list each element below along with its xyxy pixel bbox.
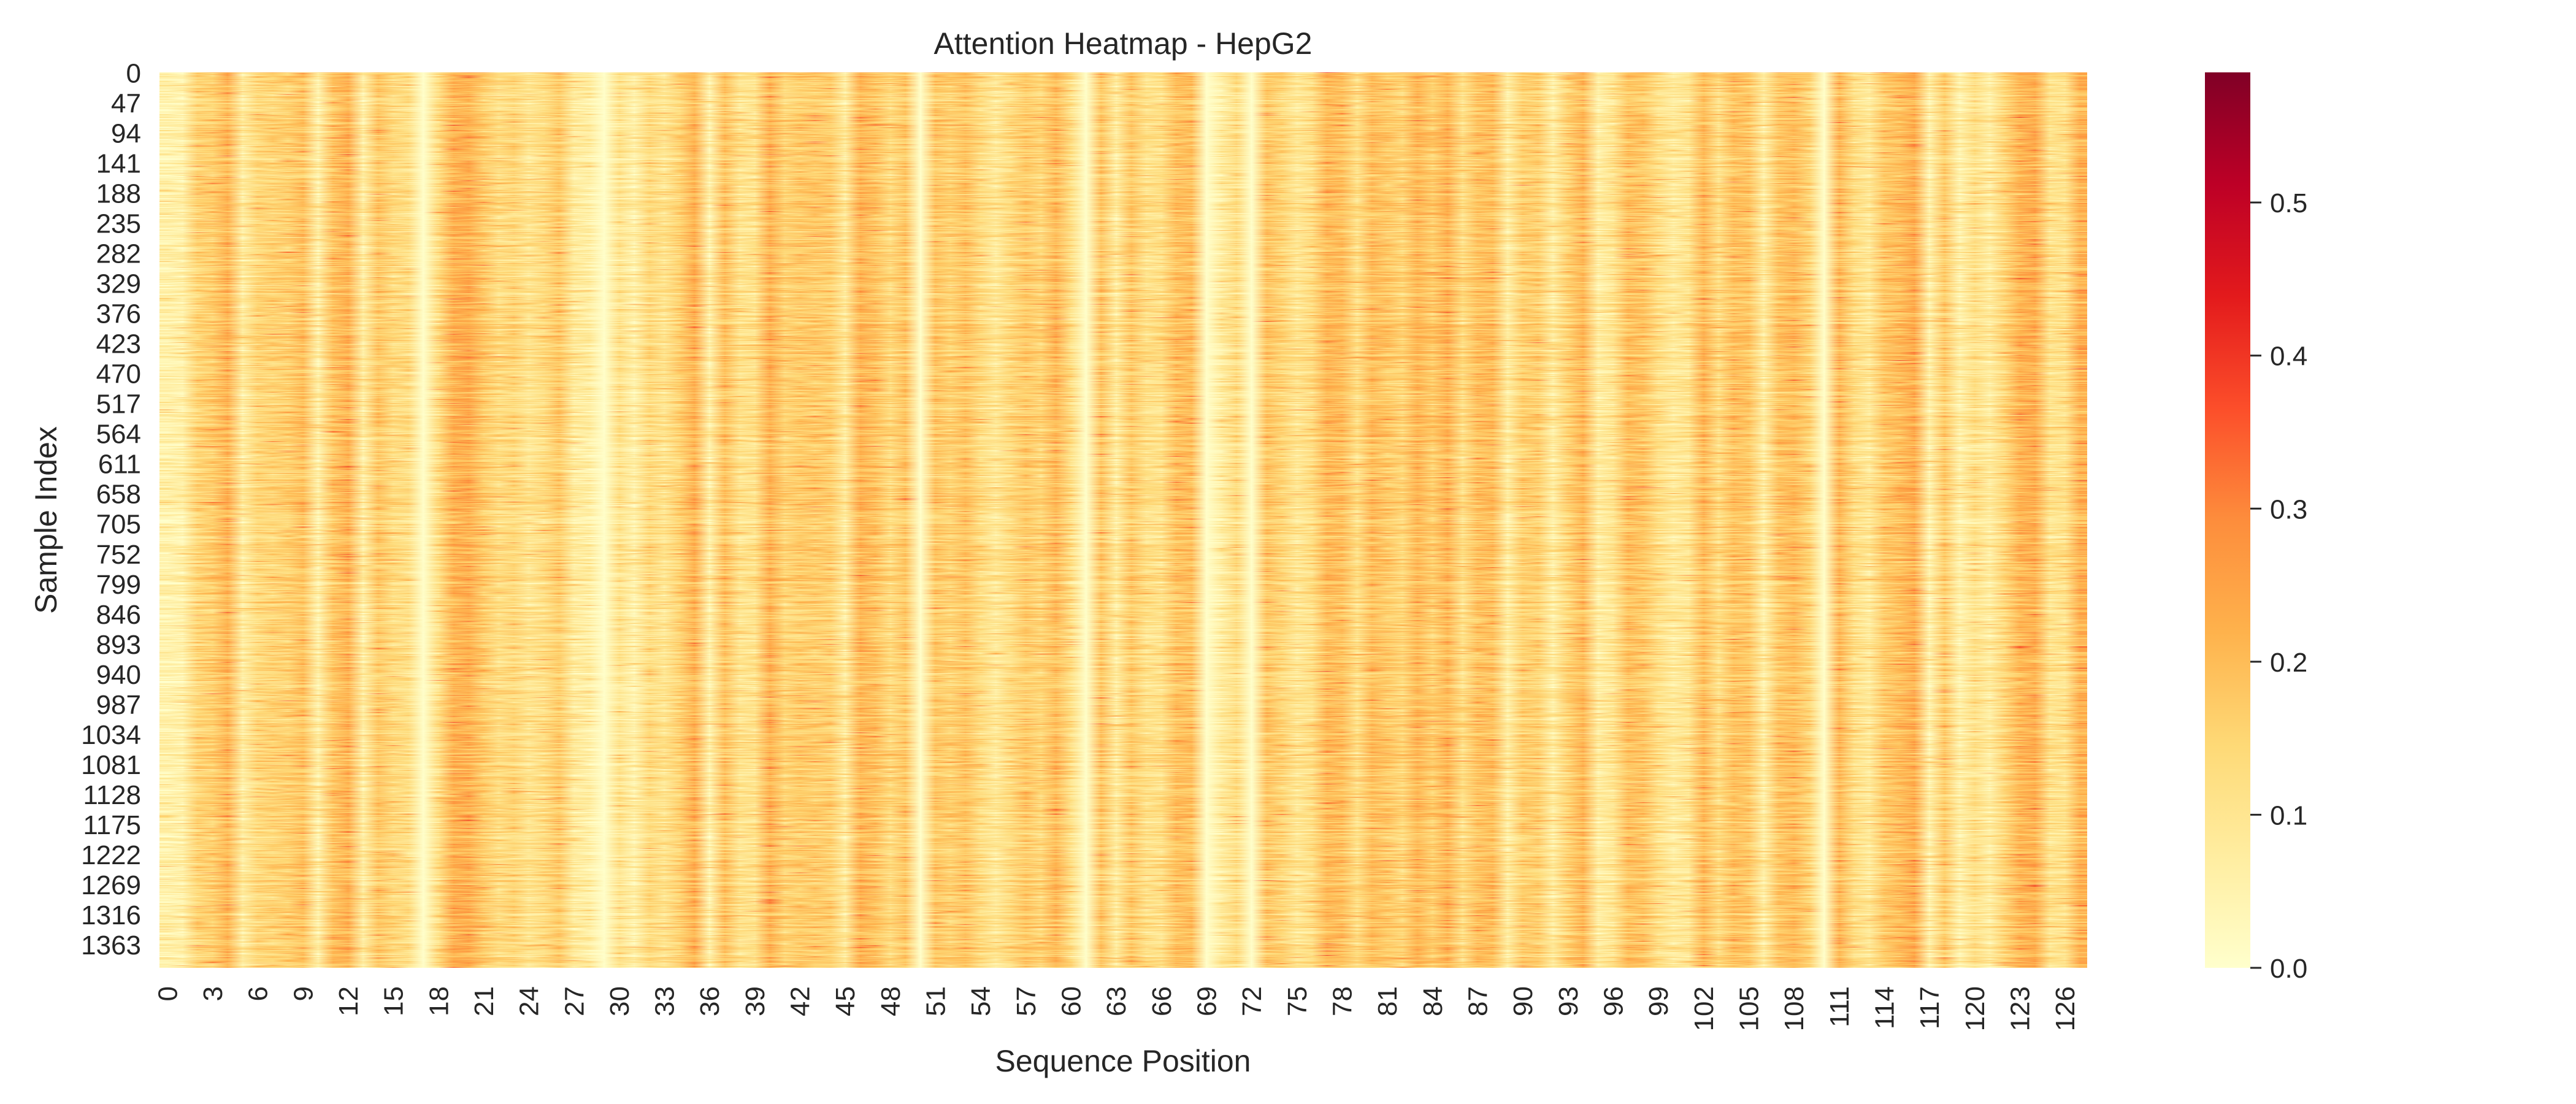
colorbar-tick-label: 0.4	[2270, 342, 2307, 372]
y-tick-label: 846	[96, 600, 141, 630]
x-tick-label: 54	[966, 986, 996, 1016]
x-tick-label: 6	[243, 986, 274, 1001]
y-tick-label: 47	[111, 89, 141, 119]
y-tick-label: 470	[96, 359, 141, 389]
y-tick-label: 611	[98, 450, 141, 480]
y-tick-label: 705	[96, 510, 141, 540]
x-tick-label: 78	[1328, 986, 1358, 1016]
y-tick-label: 423	[96, 329, 141, 359]
x-tick-label: 120	[1960, 986, 1990, 1031]
y-tick-label: 0	[126, 59, 141, 89]
x-axis-ticks: 0 3 6 9 12 15 18 21 24 27 30 33 36 39 42 45 48 51 54 57 60 63…	[153, 986, 2080, 1031]
x-tick-label: 51	[921, 986, 951, 1016]
y-tick-label: 188	[96, 179, 141, 209]
y-tick-label: 1081	[81, 750, 141, 780]
x-tick-label: 69	[1192, 986, 1222, 1016]
y-tick-label: 329	[96, 269, 141, 299]
x-tick-label: 105	[1735, 986, 1765, 1031]
y-tick-label: 1316	[81, 900, 141, 930]
heatmap-cells	[159, 72, 2087, 968]
y-tick-label: 1363	[81, 930, 141, 960]
x-tick-label: 126	[2050, 986, 2080, 1031]
y-tick-label: 564	[96, 420, 141, 450]
x-tick-label: 12	[334, 986, 364, 1016]
y-tick-label: 1222	[81, 840, 141, 870]
y-tick-label: 1128	[83, 780, 141, 810]
x-tick-label: 45	[830, 986, 861, 1016]
colorbar-tick-label: 0.2	[2270, 648, 2307, 678]
y-tick-label: 987	[96, 690, 141, 720]
x-tick-label: 72	[1237, 986, 1267, 1016]
colorbar-tick-label: 0.5	[2270, 188, 2307, 218]
x-tick-label: 81	[1373, 986, 1403, 1016]
y-tick-label: 282	[96, 239, 141, 269]
x-tick-label: 114	[1870, 986, 1900, 1029]
x-tick-label: 96	[1599, 986, 1629, 1016]
y-axis-ticks: 0479414118823528232937642347051756461165…	[81, 59, 141, 960]
x-tick-label: 30	[605, 986, 635, 1016]
x-tick-label: 123	[2006, 986, 2036, 1031]
x-tick-label: 39	[740, 986, 770, 1016]
x-tick-label: 0	[153, 986, 183, 1001]
chart-title: Attention Heatmap - HepG2	[934, 26, 1313, 61]
x-tick-label: 60	[1057, 986, 1087, 1016]
y-tick-label: 141	[96, 149, 141, 179]
colorbar	[2205, 72, 2250, 968]
x-tick-label: 57	[1011, 986, 1041, 1016]
colorbar-tick-label: 0.0	[2270, 954, 2307, 984]
x-tick-label: 33	[650, 986, 680, 1016]
x-tick-label: 90	[1508, 986, 1538, 1016]
x-tick-label: 93	[1554, 986, 1584, 1016]
x-axis-label: Sequence Position	[995, 1044, 1251, 1078]
x-tick-label: 84	[1418, 986, 1448, 1016]
x-tick-label: 21	[469, 986, 499, 1016]
y-tick-label: 94	[111, 119, 141, 149]
x-tick-label: 108	[1779, 986, 1809, 1031]
x-tick-label: 87	[1463, 986, 1493, 1016]
x-tick-label: 9	[288, 986, 318, 1001]
y-axis-label: Sample Index	[29, 426, 63, 614]
x-tick-label: 75	[1282, 986, 1313, 1016]
x-tick-label: 48	[876, 986, 906, 1016]
x-tick-label: 15	[379, 986, 409, 1016]
y-tick-label: 376	[96, 299, 141, 329]
x-tick-label: 27	[559, 986, 589, 1016]
x-tick-label: 24	[515, 986, 545, 1016]
y-tick-label: 893	[96, 630, 141, 660]
y-tick-label: 940	[96, 660, 141, 690]
y-tick-label: 1034	[81, 720, 141, 750]
colorbar-tick-label: 0.1	[2270, 800, 2307, 830]
x-tick-label: 63	[1102, 986, 1132, 1016]
x-tick-label: 102	[1689, 986, 1719, 1031]
colorbar-ticks: 0.0 0.1 0.2 0.3 0.4 0.5	[2250, 188, 2307, 984]
x-tick-label: 111	[1825, 986, 1855, 1027]
y-tick-label: 799	[96, 570, 141, 600]
heatmap-body	[159, 72, 2087, 968]
x-tick-label: 117	[1915, 986, 1945, 1029]
y-tick-label: 1269	[81, 870, 141, 900]
x-tick-label: 99	[1644, 986, 1674, 1016]
x-tick-label: 66	[1147, 986, 1177, 1016]
x-tick-label: 18	[424, 986, 454, 1016]
x-tick-label: 42	[786, 986, 816, 1016]
y-tick-label: 235	[96, 209, 141, 239]
y-tick-label: 658	[96, 480, 141, 510]
colorbar-tick-label: 0.3	[2270, 494, 2307, 524]
y-tick-label: 752	[96, 540, 141, 570]
x-tick-label: 3	[198, 986, 228, 1001]
y-tick-label: 1175	[83, 810, 141, 840]
x-tick-label: 36	[695, 986, 725, 1016]
y-tick-label: 517	[96, 389, 141, 420]
